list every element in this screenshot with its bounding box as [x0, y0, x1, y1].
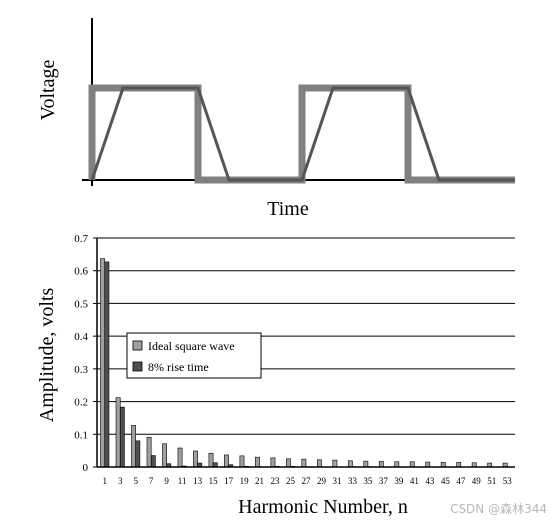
bar-rise-time: [150, 455, 156, 468]
bar-ideal-square-wave: [239, 455, 245, 468]
bar-ideal-square-wave: [332, 459, 338, 468]
bar-ideal-square-wave: [131, 425, 137, 468]
ideal-square-wave-trace: [88, 84, 515, 184]
legend-swatch-rise: [132, 361, 143, 372]
bar-ideal-square-wave: [177, 447, 183, 468]
bar-rise-time: [135, 440, 141, 468]
x-tick-label: 31: [332, 476, 341, 486]
bar-ideal-square-wave: [224, 454, 229, 468]
legend-label-rise: 8% rise time: [148, 360, 209, 374]
y-tick-label: 0.4: [74, 331, 88, 343]
bar-ideal-square-wave: [301, 458, 307, 468]
y-tick-labels: 0 0.1 0.2 0.3 0.4 0.5 0.6 0.7: [74, 233, 88, 474]
bar-ideal-square-wave: [270, 457, 276, 468]
x-tick-label: 13: [193, 476, 203, 486]
x-tick-label: 49: [472, 476, 482, 486]
bar-ideal-square-wave: [193, 450, 198, 468]
y-tick-label: 0.5: [74, 298, 88, 310]
bar-ideal-square-wave: [378, 461, 384, 468]
x-tick-label: 9: [164, 476, 169, 486]
x-tick-label: 11: [178, 476, 187, 486]
bar-ideal-square-wave: [347, 460, 353, 468]
waveform-y-label: Voltage: [37, 60, 59, 121]
bar-ideal-square-wave: [115, 397, 121, 468]
y-tick-label: 0.6: [74, 266, 88, 278]
x-tick-label: 1: [102, 476, 107, 486]
bar-rise-time: [119, 406, 125, 468]
y-tick-label: 0.3: [74, 364, 88, 376]
y-tick-label: 0.1: [74, 429, 88, 441]
bar-rise-time: [104, 261, 110, 468]
x-tick-label: 25: [286, 476, 296, 486]
x-tick-label: 33: [348, 476, 358, 486]
legend: Ideal square wave 8% rise time: [126, 332, 262, 379]
chart-y-label: Amplitude, volts: [36, 288, 58, 423]
bar-ideal-square-wave: [100, 258, 106, 468]
waveform-panel: Voltage Time: [37, 18, 515, 220]
bar-ideal-square-wave: [146, 436, 152, 468]
x-tick-label: 27: [302, 476, 312, 486]
bar-ideal-square-wave: [255, 456, 260, 468]
x-tick-label: 45: [441, 476, 451, 486]
y-tick-label: 0.7: [74, 233, 88, 245]
bar-ideal-square-wave: [409, 461, 415, 468]
y-tick-label: 0: [83, 462, 89, 474]
x-tick-label: 17: [224, 476, 234, 486]
x-tick-label: 29: [317, 476, 327, 486]
x-tick-label: 5: [133, 476, 138, 486]
x-tick-label: 15: [209, 476, 219, 486]
watermark: CSDN @森林344: [450, 502, 547, 516]
legend-box: [126, 332, 262, 379]
x-tick-label: 35: [363, 476, 373, 486]
bar-ideal-square-wave: [363, 460, 369, 468]
chart-x-label: Harmonic Number, n: [238, 496, 408, 518]
legend-swatch-ideal: [132, 340, 143, 351]
x-tick-label: 43: [425, 476, 435, 486]
rise-time-wave-trace: [90, 86, 515, 182]
bar-ideal-square-wave: [286, 458, 291, 468]
waveform-x-label: Time: [267, 198, 309, 220]
x-tick-label: 37: [379, 476, 389, 486]
y-tick-label: 0.2: [74, 397, 88, 409]
legend-label-ideal: Ideal square wave: [148, 339, 235, 353]
bar-ideal-square-wave: [316, 459, 322, 468]
harmonic-bar-chart: 00.10.20.30.40.50.60.7 1 3 5 7 9 11 13 15 17 19 21…: [36, 233, 515, 518]
x-tick-label: 53: [503, 476, 513, 486]
x-tick-label: 19: [240, 476, 250, 486]
x-tick-label: 41: [410, 476, 419, 486]
x-tick-label: 7: [149, 476, 154, 486]
x-tick-label: 21: [255, 476, 264, 486]
x-tick-label: 51: [487, 476, 496, 486]
bar-ideal-square-wave: [208, 452, 214, 468]
x-tick-labels: 1 3 5 7 9 11 13 15 17 19 21 23 25 27 29 31 33 35 37 39 41 43 4…: [102, 476, 512, 486]
x-tick-label: 3: [118, 476, 123, 486]
x-tick-label: 47: [456, 476, 466, 486]
bar-ideal-square-wave: [162, 443, 167, 468]
x-tick-label: 39: [394, 476, 404, 486]
bar-ideal-square-wave: [394, 461, 400, 468]
x-tick-label: 23: [271, 476, 281, 486]
